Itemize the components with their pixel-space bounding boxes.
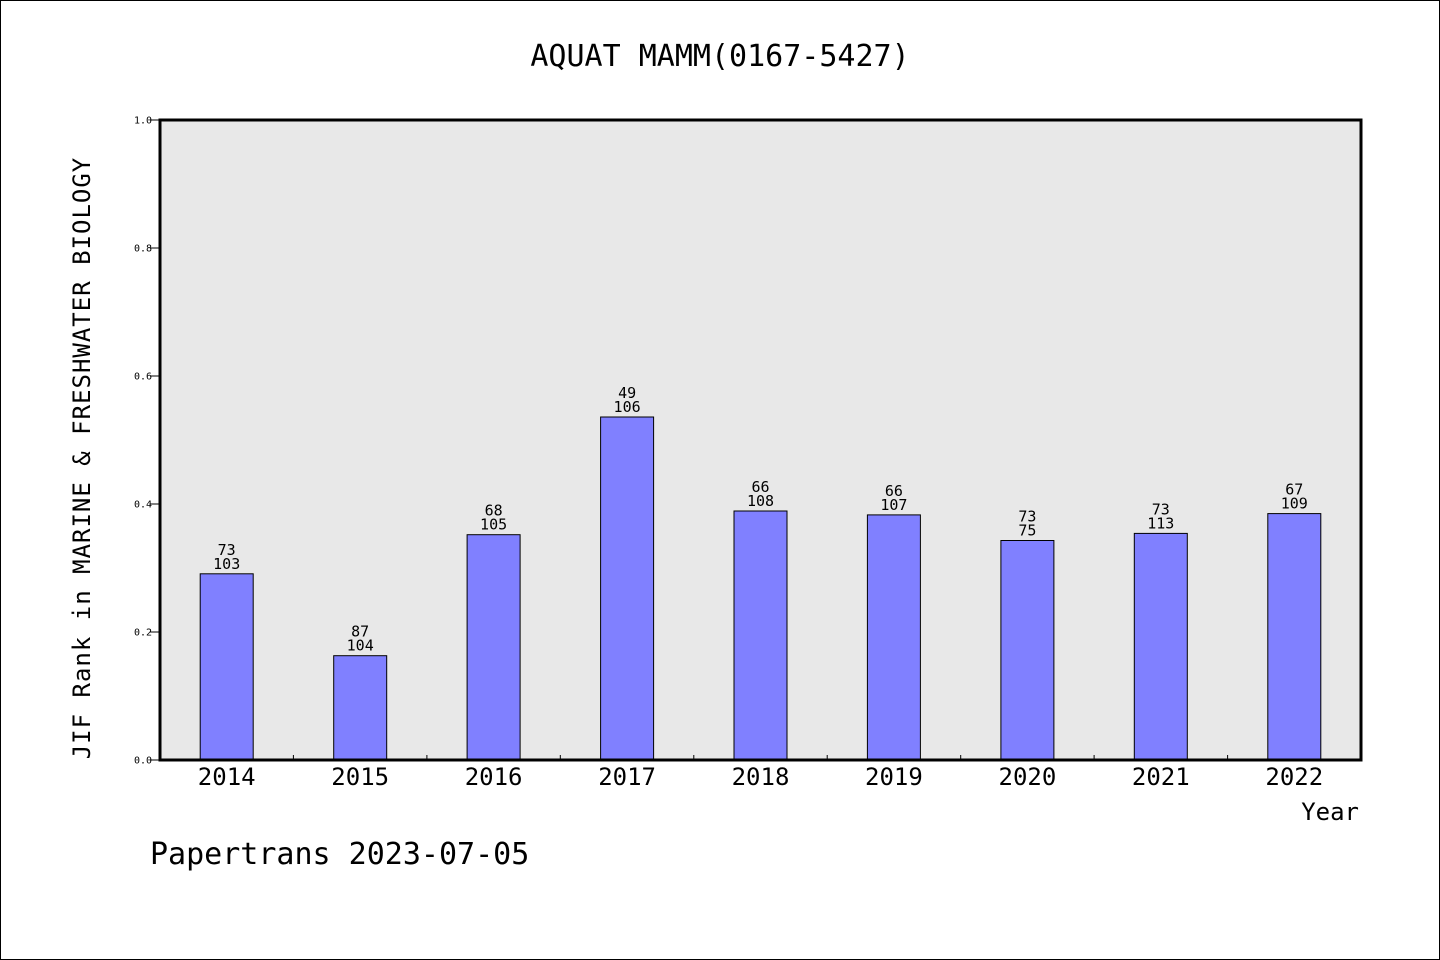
bar-label-rank-2020: 73	[1018, 508, 1036, 526]
bar-label-total-2015: 104	[347, 637, 374, 655]
x-axis-label: Year	[1301, 798, 1359, 826]
bar-label-total-2014: 103	[213, 555, 240, 573]
bars-layer	[199, 416, 1322, 761]
x-tick-label-2021: 2021	[1132, 763, 1190, 791]
bar-label-rank-2019: 66	[885, 482, 903, 500]
y-axis: 0.0 0.2 0.4 0.6 0.8 1.0	[134, 116, 160, 767]
bar-label-total-2020: 75	[1018, 522, 1036, 540]
x-tick-label-2020: 2020	[999, 763, 1057, 791]
x-tick-label-2022: 2022	[1265, 763, 1323, 791]
bar-label-total-2018: 108	[747, 492, 774, 510]
bar-2016	[466, 534, 521, 761]
bar-label-rank-2016: 68	[485, 502, 503, 520]
y-tick-label-0.8: 0.8	[134, 244, 152, 255]
x-tick-label-2018: 2018	[732, 763, 790, 791]
y-tick-label-0.2: 0.2	[134, 628, 152, 639]
x-tick-label-2016: 2016	[465, 763, 523, 791]
footer-credit: Papertrans 2023-07-05	[150, 837, 529, 872]
y-axis-label: JIF Rank in MARINE & FRESHWATER BIOLOGY	[68, 157, 96, 760]
y-tick-label-1.0: 1.0	[134, 116, 152, 127]
bar-label-total-2021: 113	[1147, 514, 1174, 532]
bar-2015	[333, 655, 388, 761]
bar-label-total-2019: 107	[880, 496, 907, 514]
bar-label-rank-2018: 66	[751, 478, 769, 496]
x-tick-label-2019: 2019	[865, 763, 923, 791]
bar-2021	[1133, 532, 1188, 761]
y-tick-label-0.4: 0.4	[134, 500, 152, 511]
bar-label-rank-2015: 87	[351, 623, 369, 641]
y-tick-label-0.6: 0.6	[134, 372, 152, 383]
bar-2022	[1267, 513, 1322, 761]
bar-label-rank-2022: 67	[1285, 481, 1303, 499]
x-tick-label-2015: 2015	[331, 763, 389, 791]
chart-title: AQUAT MAMM(0167-5427)	[530, 39, 909, 74]
bar-2019	[866, 514, 921, 761]
bar-label-total-2017: 106	[614, 398, 641, 416]
x-axis: 2014 2015 2016 2017 2018 2019 2020 2021 2022	[198, 755, 1323, 791]
bar-2018	[733, 510, 788, 761]
bar-label-total-2022: 109	[1281, 495, 1308, 513]
bar-2014	[199, 573, 254, 761]
bar-2020	[1000, 540, 1055, 761]
x-tick-label-2017: 2017	[598, 763, 656, 791]
plot-border	[158, 118, 1363, 762]
y-tick-label-0.0: 0.0	[134, 756, 152, 767]
bar-label-total-2016: 105	[480, 516, 507, 534]
bar-label-rank-2014: 73	[218, 541, 236, 559]
bar-label-rank-2017: 49	[618, 384, 636, 402]
bar-2017	[600, 416, 655, 761]
x-tick-label-2014: 2014	[198, 763, 256, 791]
bar-label-rank-2021: 73	[1152, 500, 1170, 518]
bar-labels-layer: 7310387104681054910666108661077375731136…	[213, 384, 1308, 655]
